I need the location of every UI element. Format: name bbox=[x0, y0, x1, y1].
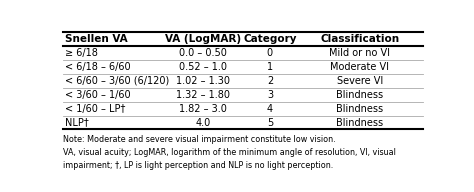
Text: Note: Moderate and severe visual impairment constitute low vision.: Note: Moderate and severe visual impairm… bbox=[63, 135, 336, 144]
Text: 2: 2 bbox=[267, 76, 273, 86]
Text: Category: Category bbox=[243, 34, 297, 44]
Text: impairment; †, LP is light perception and NLP is no light perception.: impairment; †, LP is light perception an… bbox=[63, 161, 333, 170]
Text: Severe VI: Severe VI bbox=[337, 76, 383, 86]
Text: Blindness: Blindness bbox=[337, 118, 383, 127]
Text: 1.82 – 3.0: 1.82 – 3.0 bbox=[179, 103, 227, 114]
Text: 0: 0 bbox=[267, 48, 273, 58]
Text: 1: 1 bbox=[267, 62, 273, 72]
Text: 1.32 – 1.80: 1.32 – 1.80 bbox=[176, 90, 230, 100]
Text: < 1/60 – LP†: < 1/60 – LP† bbox=[65, 103, 125, 114]
Text: 5: 5 bbox=[267, 118, 273, 127]
Text: < 6/18 – 6/60: < 6/18 – 6/60 bbox=[65, 62, 130, 72]
Text: < 3/60 – 1/60: < 3/60 – 1/60 bbox=[65, 90, 130, 100]
Text: NLP†: NLP† bbox=[65, 118, 89, 127]
Text: < 6/60 – 3/60 (6/120): < 6/60 – 3/60 (6/120) bbox=[65, 76, 169, 86]
Text: Blindness: Blindness bbox=[337, 103, 383, 114]
Text: 4: 4 bbox=[267, 103, 273, 114]
Text: 1.02 – 1.30: 1.02 – 1.30 bbox=[176, 76, 230, 86]
Text: Classification: Classification bbox=[320, 34, 400, 44]
Text: 3: 3 bbox=[267, 90, 273, 100]
Text: 0.52 – 1.0: 0.52 – 1.0 bbox=[179, 62, 228, 72]
Text: Blindness: Blindness bbox=[337, 90, 383, 100]
Text: Moderate VI: Moderate VI bbox=[330, 62, 390, 72]
Text: Mild or no VI: Mild or no VI bbox=[329, 48, 391, 58]
Text: 0.0 – 0.50: 0.0 – 0.50 bbox=[179, 48, 227, 58]
Text: Snellen VA: Snellen VA bbox=[65, 34, 128, 44]
Text: VA (LogMAR): VA (LogMAR) bbox=[165, 34, 241, 44]
Text: 4.0: 4.0 bbox=[196, 118, 211, 127]
Text: VA, visual acuity; LogMAR, logarithm of the minimum angle of resolution, VI, vis: VA, visual acuity; LogMAR, logarithm of … bbox=[63, 148, 396, 157]
Text: ≥ 6/18: ≥ 6/18 bbox=[65, 48, 98, 58]
